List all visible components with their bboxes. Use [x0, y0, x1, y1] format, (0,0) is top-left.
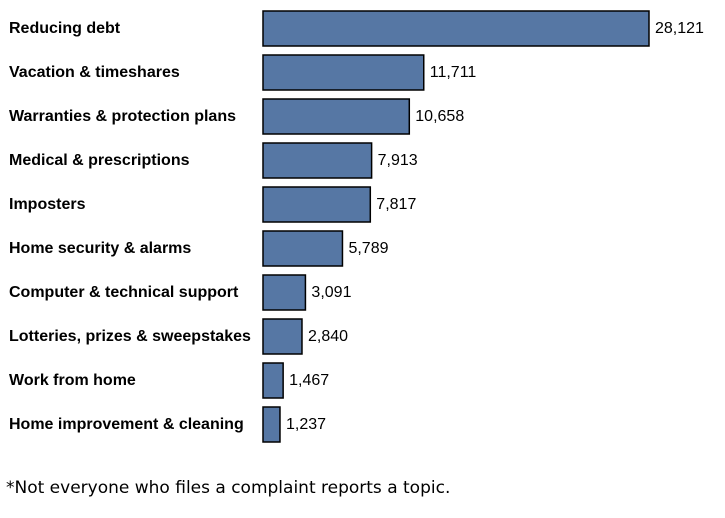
bar-medical-and-prescriptions [262, 142, 373, 179]
bar-vacation-and-timeshares [262, 54, 425, 91]
bar-imposters [262, 186, 372, 223]
value-label-vacation-and-timeshares: 11,711 [430, 64, 477, 81]
category-label-home-security-and-alarms: Home security & alarms [9, 240, 191, 257]
value-label-computer-and-technical-support: 3,091 [311, 284, 351, 301]
category-label-vacation-and-timeshares: Vacation & timeshares [9, 64, 180, 81]
category-label-imposters: Imposters [9, 196, 86, 213]
category-label-medical-and-prescriptions: Medical & prescriptions [9, 152, 190, 169]
bar-chart: Reducing debt Vacation & timeshares Warran… [9, 10, 704, 443]
value-label-medical-and-prescriptions: 7,913 [378, 152, 418, 169]
value-label-home-improvement-and-cleaning: 1,237 [286, 416, 326, 433]
value-label-reducing-debt: 28,121 [655, 20, 704, 37]
category-label-warranties-and-protection-plans: Warranties & protection plans [9, 108, 236, 125]
bar-home-improvement-and-cleaning [262, 406, 281, 443]
value-label-lotteries-prizes-and-sweepstakes: 2,840 [308, 328, 348, 345]
bar-reducing-debt [262, 10, 650, 47]
category-label-reducing-debt: Reducing debt [9, 20, 121, 37]
value-label-work-from-home: 1,467 [289, 372, 329, 389]
category-label-home-improvement-and-cleaning: Home improvement & cleaning [9, 416, 244, 433]
bar-home-security-and-alarms [262, 230, 344, 267]
value-labels: 28,121 11,711 10,658 7,913 7,817 5,789 3,091 2,… [286, 20, 704, 433]
category-label-work-from-home: Work from home [9, 372, 136, 389]
value-label-home-security-and-alarms: 5,789 [348, 240, 388, 257]
value-label-warranties-and-protection-plans: 10,658 [415, 108, 464, 125]
bar-work-from-home [262, 362, 284, 399]
category-label-lotteries-prizes-and-sweepstakes: Lotteries, prizes & sweepstakes [9, 328, 251, 345]
bar-warranties-and-protection-plans [262, 98, 411, 135]
value-label-imposters: 7,817 [376, 196, 416, 213]
footnote: *Not everyone who files a complaint repo… [6, 478, 451, 498]
bars [262, 10, 650, 443]
category-labels: Reducing debt Vacation & timeshares Warran… [9, 20, 251, 433]
bar-computer-and-technical-support [262, 274, 307, 311]
category-label-computer-and-technical-support: Computer & technical support [9, 284, 239, 301]
bar-lotteries-prizes-and-sweepstakes [262, 318, 303, 355]
